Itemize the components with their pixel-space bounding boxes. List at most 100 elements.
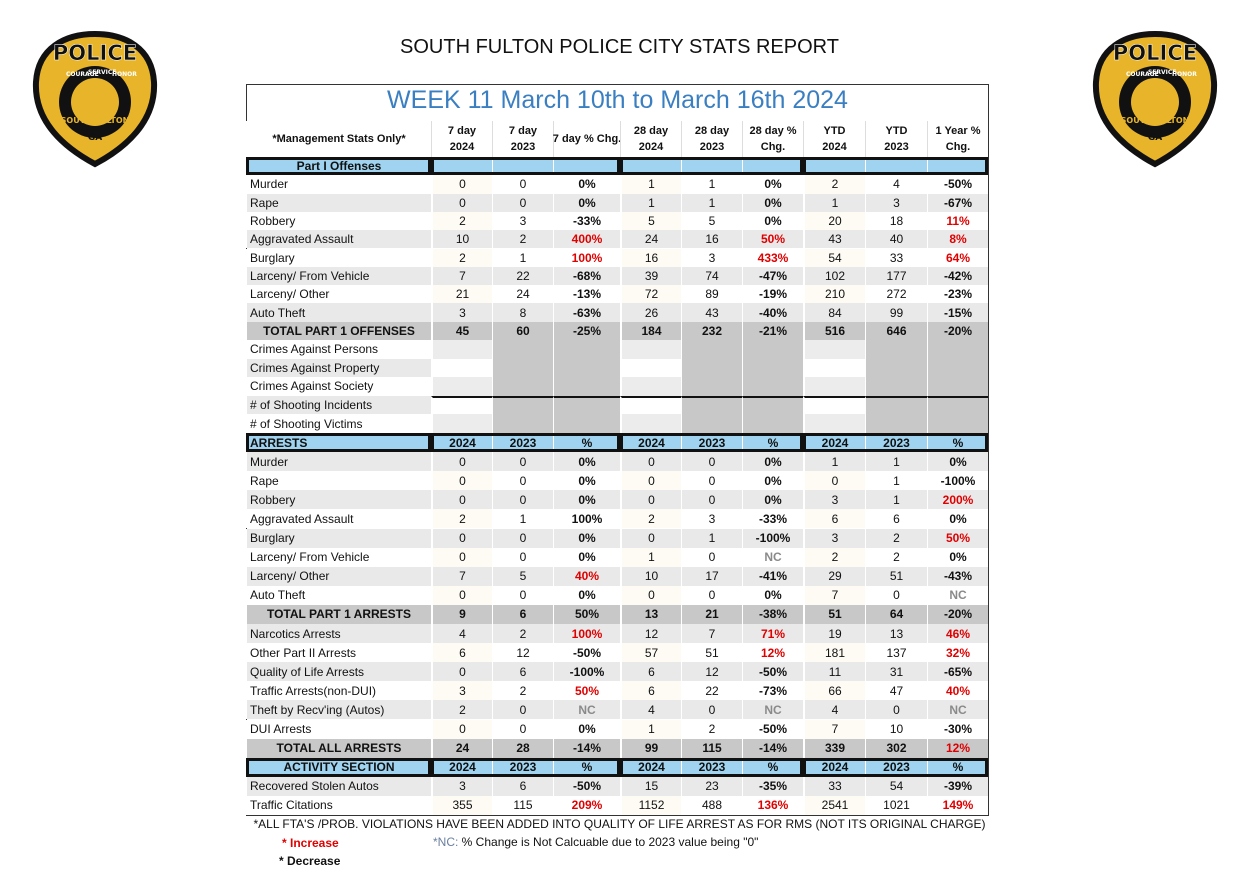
table-cell: 47	[865, 681, 927, 701]
table-cell: 0	[865, 585, 927, 605]
row-label: Larceny/ From Vehicle	[246, 547, 431, 567]
table-cell: -14%	[553, 738, 620, 758]
table-cell: 0%	[927, 452, 988, 472]
empty-cell	[927, 377, 988, 396]
table-cell: 24	[431, 738, 492, 758]
row-label: Murder	[246, 175, 431, 194]
table-cell: 8%	[927, 230, 988, 249]
table-cell: 0%	[742, 193, 803, 212]
row-label: TOTAL PART 1 ARRESTS	[246, 604, 431, 624]
report-title: SOUTH FULTON POLICE CITY STATS REPORT	[400, 36, 839, 58]
table-cell: NC	[742, 700, 803, 720]
table-cell: 0	[431, 528, 492, 548]
column-header-line: 2023	[510, 141, 536, 153]
empty-cell	[803, 358, 865, 378]
empty-cell	[803, 377, 865, 396]
table-cell: -100%	[927, 471, 988, 491]
section-frame	[803, 157, 988, 176]
table-cell: 0	[865, 700, 927, 720]
table-cell: 0%	[553, 585, 620, 605]
table-cell: 1	[620, 175, 681, 194]
row-label: Robbery	[246, 490, 431, 510]
table-cell: 0	[492, 585, 553, 605]
logo-motto: COURAGE	[66, 71, 99, 78]
empty-cell	[803, 340, 865, 359]
table-cell: -50%	[742, 719, 803, 739]
table-cell: 51	[803, 604, 865, 624]
table-cell: 2	[865, 528, 927, 548]
table-cell: 0	[620, 471, 681, 491]
table-cell: 0	[620, 452, 681, 472]
table-cell: 74	[681, 266, 742, 286]
empty-cell	[553, 157, 620, 176]
table-cell: 71%	[742, 624, 803, 644]
section-frame	[246, 433, 431, 453]
table-cell: 646	[865, 321, 927, 340]
table-cell: 89	[681, 285, 742, 304]
table-cell: 0	[431, 193, 492, 212]
nc-note: *NC: % Change is Not Calcuable due to 20…	[433, 835, 758, 849]
table-cell: 0%	[553, 193, 620, 212]
row-label: Aggravated Assault	[246, 230, 431, 249]
table-cell: 26	[620, 303, 681, 322]
table-cell: 43	[803, 230, 865, 249]
empty-cell	[803, 414, 865, 433]
table-cell: 7	[803, 585, 865, 605]
logo-state: GA	[88, 133, 102, 143]
table-cell: 46%	[927, 624, 988, 644]
table-cell: 2023	[681, 433, 742, 453]
empty-cell	[681, 377, 742, 396]
table-cell: 54	[865, 776, 927, 796]
section-frame	[620, 157, 803, 176]
row-label: Rape	[246, 193, 431, 212]
table-cell: 17	[681, 566, 742, 586]
table-cell: 2024	[803, 433, 865, 453]
empty-cell	[865, 340, 927, 359]
table-cell: -41%	[742, 566, 803, 586]
logo-right: POLICE COURAGE SERVICE HONOR SOUTH FULTO…	[1092, 30, 1218, 168]
column-header-line: 28 day	[694, 125, 730, 137]
column-header-line: 2023	[884, 141, 909, 153]
table-cell: 2	[681, 719, 742, 739]
column-header-line: 7 day	[447, 125, 477, 137]
table-cell: -50%	[927, 175, 988, 194]
table-cell: 0	[431, 175, 492, 194]
row-label: Larceny/ Other	[246, 285, 431, 304]
logo-badge: POLICE	[1113, 41, 1197, 65]
empty-cell	[620, 377, 681, 396]
empty-cell	[927, 414, 988, 433]
table-cell: 2023	[865, 757, 927, 777]
logo-motto: COURAGE	[1126, 71, 1159, 78]
table-cell: -35%	[742, 776, 803, 796]
column-header: 28 day % Chg.	[742, 121, 803, 157]
table-cell: 0	[681, 700, 742, 720]
table-cell: 100%	[553, 624, 620, 644]
table-cell: 102	[803, 266, 865, 286]
table-cell: 400%	[553, 230, 620, 249]
row-label: TOTAL ALL ARRESTS	[246, 738, 431, 758]
week-title: WEEK 11 March 10th to March 16th 2024	[387, 86, 848, 114]
table-cell: 1	[620, 719, 681, 739]
table-cell: 3	[681, 509, 742, 529]
logo-motto: HONOR	[1172, 71, 1197, 78]
table-cell: 1152	[620, 795, 681, 815]
column-header: YTD 2023	[865, 121, 927, 157]
empty-cell	[742, 377, 803, 396]
table-cell: 0%	[742, 490, 803, 510]
table-cell: 45	[431, 321, 492, 340]
table-cell: 57	[620, 643, 681, 663]
corner-header: *Management Stats Only*	[246, 121, 431, 157]
row-label: # of Shooting Victims	[246, 414, 431, 433]
table-cell: 12%	[742, 643, 803, 663]
table-cell: 2024	[620, 433, 681, 453]
row-label: TOTAL PART 1 OFFENSES	[246, 321, 431, 340]
table-cell: 5	[620, 211, 681, 231]
empty-cell	[620, 395, 681, 415]
table-cell: 0%	[553, 452, 620, 472]
table-cell: 9	[431, 604, 492, 624]
table-cell: 2	[431, 248, 492, 267]
table-cell: NC	[742, 547, 803, 567]
table-cell: 115	[492, 795, 553, 815]
empty-cell	[742, 414, 803, 433]
table-cell: 2024	[803, 757, 865, 777]
